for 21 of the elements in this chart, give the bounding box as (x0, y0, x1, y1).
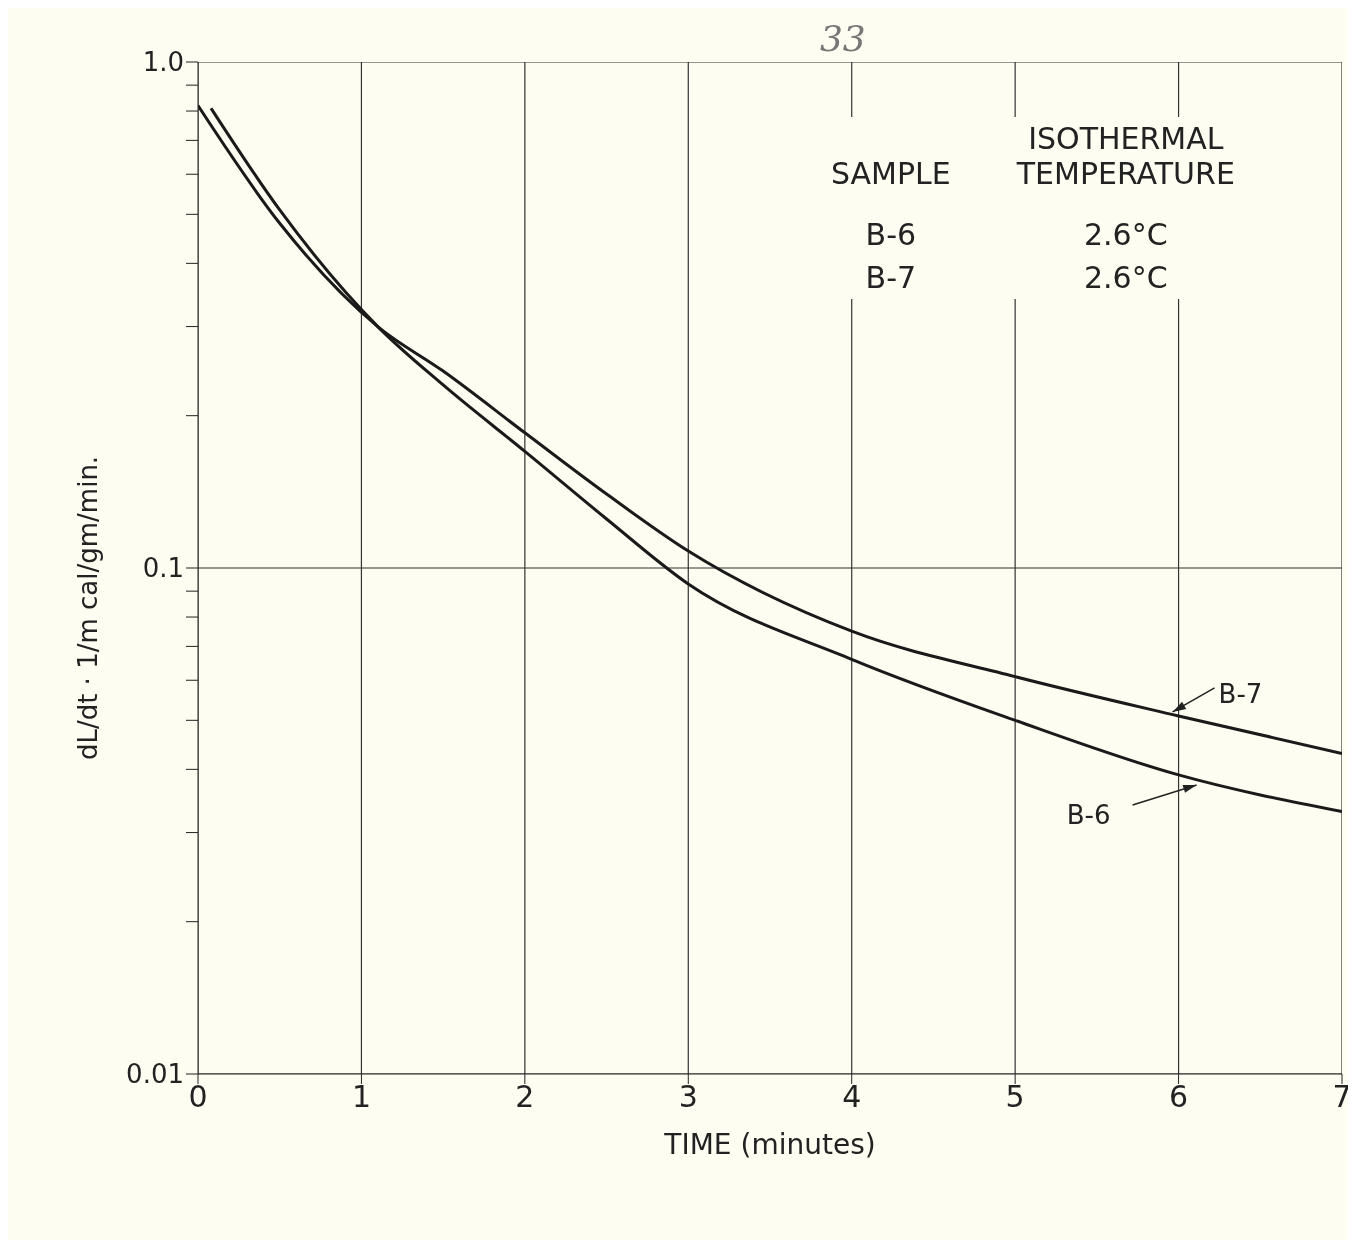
x-tick-label: 2 (515, 1079, 535, 1115)
annotation: B-6 (864, 217, 918, 252)
x-axis-title: TIME (minutes) (663, 1128, 876, 1161)
text: 33 (819, 18, 866, 59)
y-tick-label: 0.01 (126, 1059, 184, 1090)
y-axis-title: dL/dt · 1/m cal/gm/min. (73, 455, 103, 761)
legend-label: B-7 (1218, 679, 1263, 710)
x-tick-label: 6 (1169, 1079, 1189, 1115)
x-tick-label: 3 (678, 1079, 698, 1115)
y-tick-label: 1.0 (142, 47, 184, 78)
y-tick-label: 0.1 (142, 553, 184, 584)
x-tick-label: 5 (1005, 1079, 1025, 1115)
annotation: B-7 (864, 260, 918, 295)
annotation: 2.6°C (1083, 217, 1169, 252)
series-label: B-6 (1066, 800, 1111, 831)
x-tick-label: 1 (351, 1079, 371, 1115)
annotation: SAMPLE (829, 156, 952, 191)
annotation: 2.6°C (1083, 260, 1169, 295)
x-tick-label: 4 (842, 1079, 862, 1115)
annotation: ISOTHERMAL TEMPERATURE (1015, 121, 1236, 191)
x-tick-label: 0 (188, 1079, 208, 1115)
